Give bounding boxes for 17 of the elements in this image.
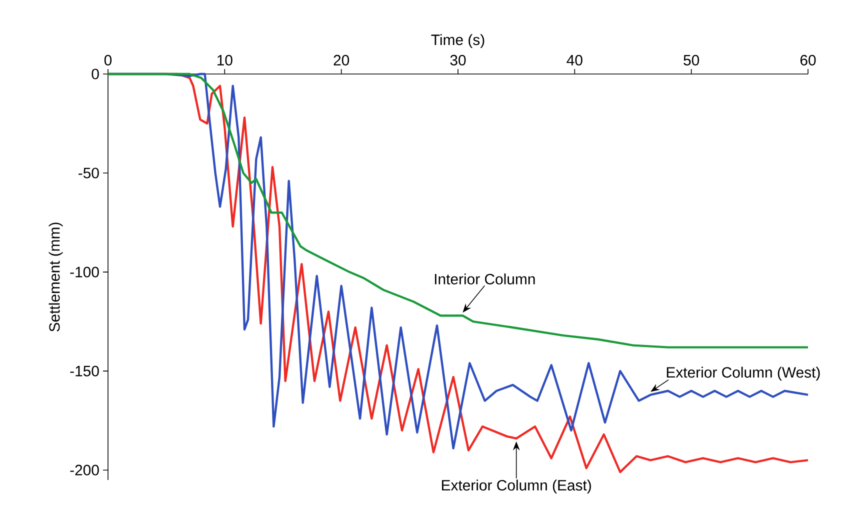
- series-label: Exterior Column (West): [666, 366, 820, 381]
- x-tick-label: 20: [334, 54, 350, 66]
- y-tick-label: 0: [92, 68, 99, 80]
- x-tick-label: 0: [104, 54, 112, 66]
- y-tick-label: -150: [70, 366, 99, 376]
- series-label: Interior Column: [434, 273, 535, 284]
- y-axis-title: Settlement (mm): [48, 222, 63, 332]
- x-tick-label: 60: [800, 54, 816, 66]
- x-tick-label: 10: [218, 54, 232, 66]
- y-tick-label: -50: [78, 168, 99, 178]
- series-label: Exterior Column (East): [442, 480, 591, 494]
- x-tick-label: 30: [450, 54, 466, 66]
- y-tick-label: -200: [70, 464, 99, 476]
- x-tick-label: 40: [566, 54, 582, 66]
- x-tick-label: 50: [684, 54, 700, 66]
- y-tick-label: -100: [70, 266, 99, 278]
- x-axis-title: Time (s): [431, 34, 484, 48]
